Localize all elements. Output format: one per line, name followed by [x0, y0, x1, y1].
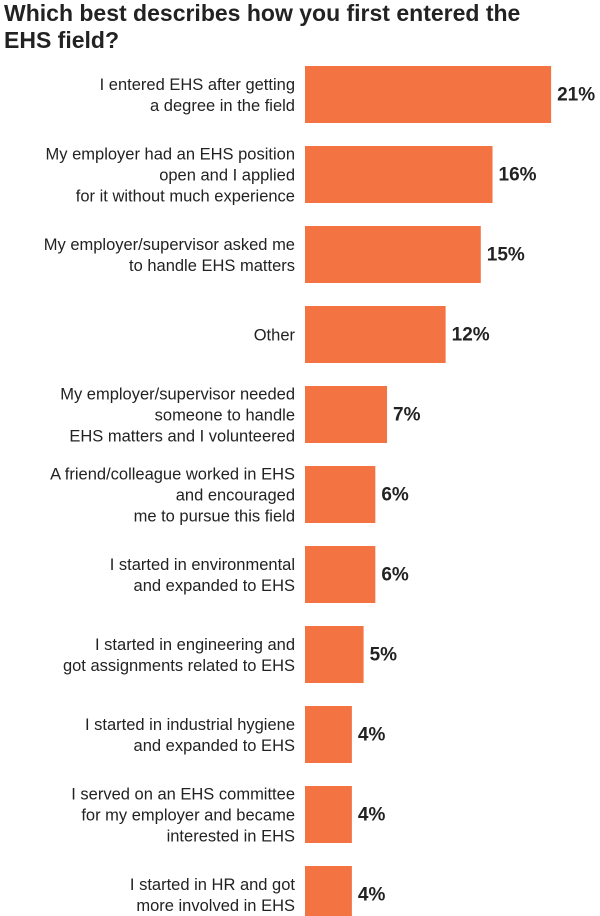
- value-label: 6%: [381, 485, 409, 506]
- category-label-line: I served on an EHS committee: [71, 786, 295, 804]
- category-label: My employer/supervisor needed someone to …: [60, 386, 295, 446]
- category-label: I started in environmental and expanded t…: [110, 556, 295, 595]
- category-label-line: Other: [254, 327, 296, 345]
- chart-title: Which best describes how you first enter…: [4, 0, 521, 53]
- bar: [305, 386, 388, 443]
- category-label: I started in industrial hygiene and expan…: [85, 716, 295, 755]
- category-label-line: I started in engineering and: [95, 636, 295, 654]
- category-label-line: a degree in the field: [150, 97, 295, 115]
- category-label: I started in HR and got more involved in …: [130, 876, 296, 915]
- category-label-line: interested in EHS: [167, 828, 295, 846]
- category-label-line: My employer had an EHS position: [46, 146, 295, 164]
- category-label-line: A friend/colleague worked in EHS: [50, 466, 295, 484]
- value-label: 4%: [358, 725, 386, 746]
- bar: [305, 66, 552, 123]
- category-label-line: I started in environmental: [110, 556, 295, 574]
- bar: [305, 626, 364, 683]
- category-label-line: I started in HR and got: [130, 876, 296, 894]
- category-label-line: and expanded to EHS: [134, 577, 295, 595]
- value-label: 7%: [393, 405, 421, 426]
- category-label-line: me to pursue this field: [134, 508, 295, 526]
- category-label-line: I entered EHS after getting: [100, 76, 295, 94]
- value-label: 15%: [487, 245, 525, 266]
- category-label-line: someone to handle: [155, 407, 295, 425]
- category-label: A friend/colleague worked in EHS and enco…: [50, 466, 295, 526]
- category-label-line: My employer/supervisor needed: [60, 386, 295, 404]
- category-label: I started in engineering and got assignme…: [63, 636, 295, 675]
- bar: [305, 226, 481, 283]
- category-label: I entered EHS after getting a degree in t…: [100, 76, 295, 115]
- bar: [305, 546, 376, 603]
- bar: [305, 786, 352, 843]
- category-label: My employer had an EHS position open and …: [46, 146, 295, 206]
- bar: [305, 706, 352, 763]
- category-label-line: to handle EHS matters: [129, 257, 295, 275]
- value-label: 4%: [358, 805, 386, 826]
- category-label-line: got assignments related to EHS: [63, 657, 295, 675]
- category-label: My employer/supervisor asked me to handle…: [44, 236, 295, 275]
- category-label-line: for my employer and became: [81, 807, 295, 825]
- bar: [305, 466, 376, 523]
- category-label: Other: [254, 327, 296, 345]
- category-label-line: open and I applied: [159, 167, 295, 185]
- value-label: 6%: [381, 565, 409, 586]
- category-label-line: for it without much experience: [76, 188, 295, 206]
- category-label-line: more involved in EHS: [136, 897, 295, 915]
- value-label: 5%: [370, 645, 398, 666]
- category-label-line: and encouraged: [176, 487, 295, 505]
- value-label: 21%: [557, 85, 595, 106]
- value-label: 16%: [499, 165, 537, 186]
- bar: [305, 866, 352, 916]
- value-label: 12%: [452, 325, 490, 346]
- category-label-line: My employer/supervisor asked me: [44, 236, 295, 254]
- category-label: I served on an EHS committee for my emplo…: [71, 786, 295, 846]
- category-label-line: EHS matters and I volunteered: [69, 428, 295, 446]
- value-label: 4%: [358, 885, 386, 906]
- bar: [305, 306, 446, 363]
- category-label-line: and expanded to EHS: [134, 737, 295, 755]
- bar: [305, 146, 493, 203]
- category-label-line: I started in industrial hygiene: [85, 716, 295, 734]
